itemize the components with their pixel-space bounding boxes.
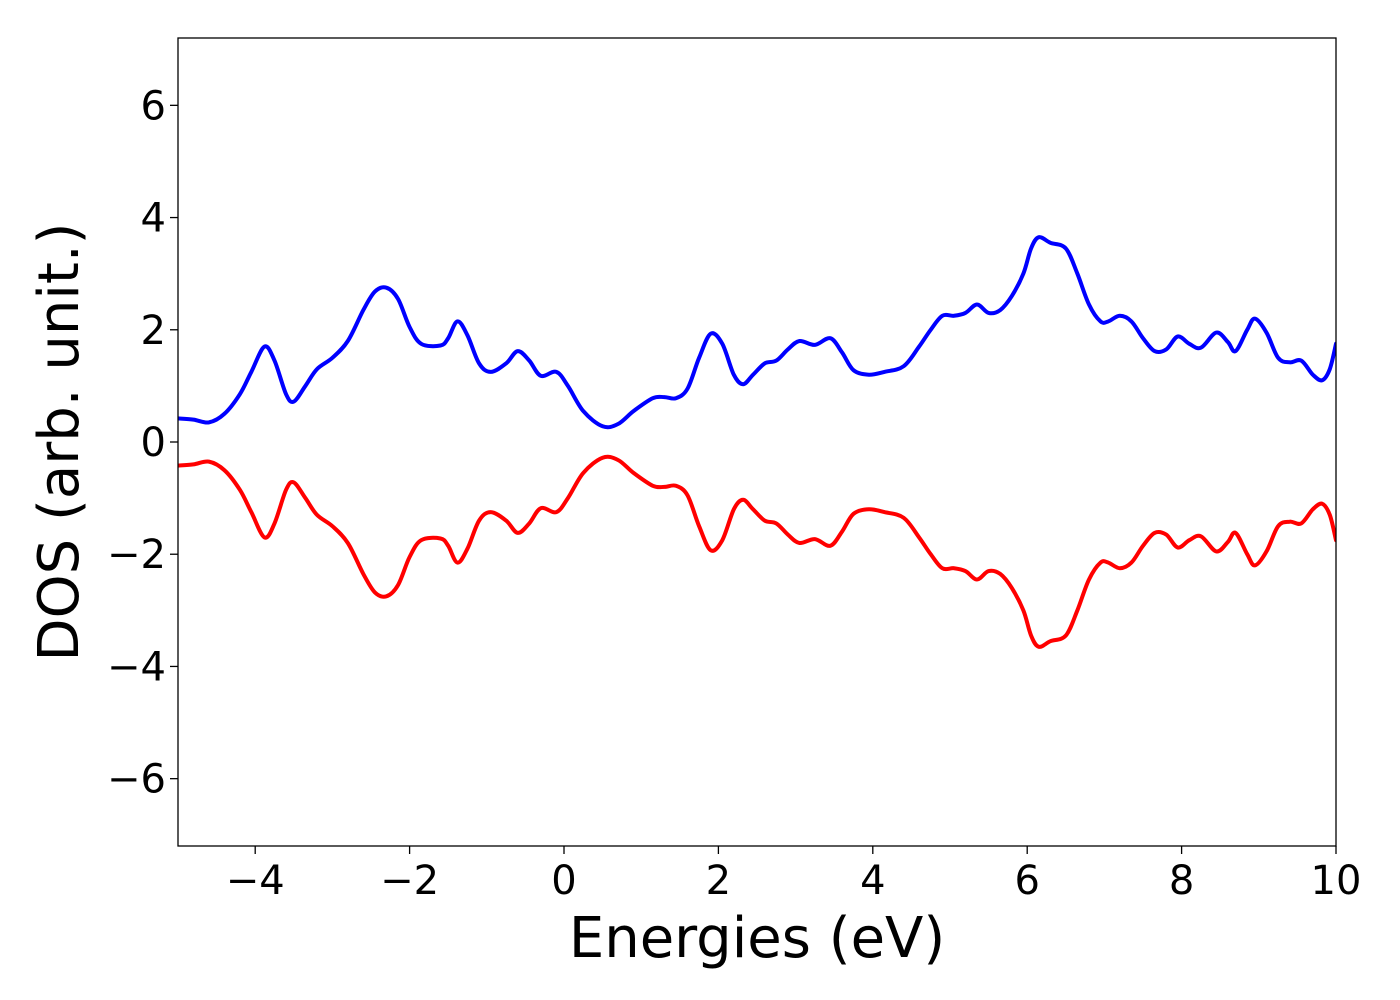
x-axis-title: Energies (eV): [569, 906, 945, 971]
y-tick-label: −6: [107, 757, 166, 803]
y-tick-label: 6: [141, 83, 166, 129]
x-tick-label: 8: [1169, 858, 1194, 904]
x-tick-label: 4: [860, 858, 885, 904]
y-tick-label: 4: [141, 196, 166, 242]
x-tick-label: 10: [1311, 858, 1362, 904]
y-tick-label: 2: [141, 308, 166, 354]
y-tick-label: 0: [141, 420, 166, 466]
x-tick-label: −4: [226, 858, 285, 904]
x-tick-label: −2: [380, 858, 439, 904]
y-axis: −6 −4 −2 0 2 4 6: [107, 83, 178, 803]
plot-area: [177, 37, 1337, 847]
x-tick-label: 2: [706, 858, 731, 904]
x-tick-label: 0: [551, 858, 576, 904]
plot-frame: [177, 37, 1337, 847]
x-axis: −4 −2 0 2 4 6 8 10: [226, 846, 1362, 904]
y-tick-label: −2: [107, 532, 166, 578]
y-axis-title: DOS (arb. unit.): [27, 222, 92, 661]
series-line-up: [178, 235, 1336, 430]
series-line-down: [178, 454, 1336, 649]
series-layer: [178, 235, 1336, 649]
y-tick-label: −4: [107, 644, 166, 690]
x-tick-label: 6: [1014, 858, 1039, 904]
